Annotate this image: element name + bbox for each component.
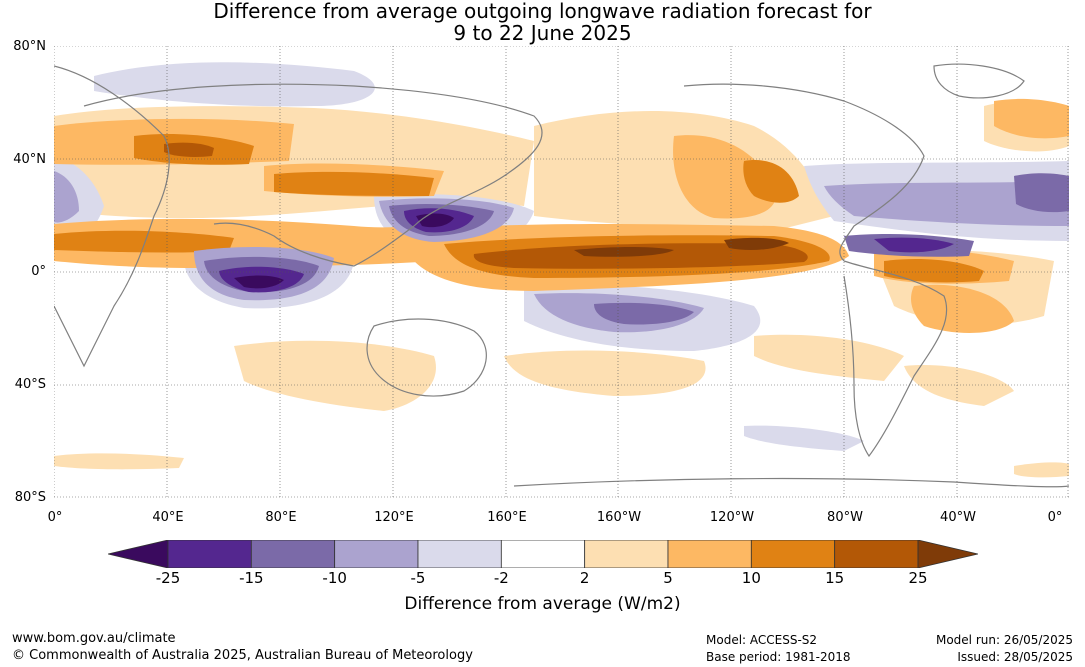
colorbar: [107, 539, 979, 569]
lon-label-120e: 120°E: [374, 510, 414, 525]
lon-label-160w: 160°W: [596, 510, 642, 525]
africa-europe-coast: [54, 65, 170, 368]
colorbar-tick-label: 25: [908, 569, 928, 587]
lon-label-0-right: 0°: [1047, 510, 1063, 525]
colorbar-segment: [750, 539, 836, 569]
colorbar-segment: [250, 539, 336, 569]
colorbar-tick-label: 5: [663, 569, 673, 587]
lat-label-40s: 40°S: [14, 377, 46, 392]
colorbar-tick-label: -25: [155, 569, 181, 587]
lon-label-120w: 120°W: [709, 510, 755, 525]
lon-label-160e: 160°E: [487, 510, 527, 525]
colorbar-segment: [584, 539, 669, 569]
footer-model-run: Model run: 26/05/2025: [935, 633, 1073, 647]
antarctica-coast: [513, 477, 1069, 488]
anomaly-darkest-brown-regions: [574, 237, 789, 257]
footer-model: Model: ACCESS-S2: [706, 633, 818, 647]
footer-url: www.bom.gov.au/climate: [12, 631, 176, 646]
map-canvas: [54, 46, 1069, 498]
footer-copyright: © Commonwealth of Australia 2025, Austra…: [12, 648, 473, 663]
lat-label-40n: 40°N: [13, 152, 46, 167]
north-america-coast: [683, 83, 925, 262]
lon-label-40e: 40°E: [152, 510, 184, 525]
colorbar-segment: [500, 539, 586, 569]
colorbar-tick-label: 15: [825, 569, 845, 587]
lon-label-80w: 80°W: [827, 510, 863, 525]
lon-label-40w: 40°W: [940, 510, 976, 525]
colorbar-tick-label: 2: [579, 569, 590, 587]
lat-label-0: 0°: [31, 264, 46, 279]
colorbar-tick-label: -2: [493, 569, 509, 587]
colorbar-tick-label: -10: [322, 569, 347, 587]
footer-issued: Issued: 28/05/2025: [957, 650, 1073, 664]
footer-base-period: Base period: 1981-2018: [706, 650, 851, 664]
colorbar-svg: [107, 539, 979, 569]
australia-coast: [366, 318, 487, 397]
colorbar-tick-label: 10: [741, 569, 761, 587]
lat-label-80n: 80°N: [13, 39, 46, 54]
greenland-coast: [933, 63, 1025, 99]
anomaly-brown-regions: [164, 142, 808, 269]
colorbar-segment: [334, 539, 419, 569]
lon-label-0-left: 0°: [47, 510, 63, 525]
colorbar-segment: [667, 539, 752, 569]
colorbar-arrow-low: [107, 539, 169, 569]
colorbar-segment: [417, 539, 502, 569]
lon-label-80e: 80°E: [265, 510, 297, 525]
olr-anomaly-map: [54, 46, 1069, 498]
map-gridlines: [54, 46, 1069, 498]
colorbar-tick-label: -5: [410, 569, 426, 587]
colorbar-arrow-high: [917, 539, 979, 569]
coastlines: [54, 63, 1069, 488]
colorbar-tick-label: -15: [239, 569, 264, 587]
south-america-coast: [843, 260, 948, 458]
lat-label-80s: 80°S: [14, 490, 46, 505]
map-title: Difference from average outgoing longwav…: [0, 0, 1085, 44]
colorbar-segment: [834, 539, 919, 569]
colorbar-label: Difference from average (W/m2): [404, 594, 681, 614]
title-line-2: 9 to 22 June 2025: [453, 21, 632, 45]
asia-coast: [83, 83, 543, 267]
title-line-1: Difference from average outgoing longwav…: [213, 0, 872, 23]
colorbar-segment: [167, 539, 252, 569]
